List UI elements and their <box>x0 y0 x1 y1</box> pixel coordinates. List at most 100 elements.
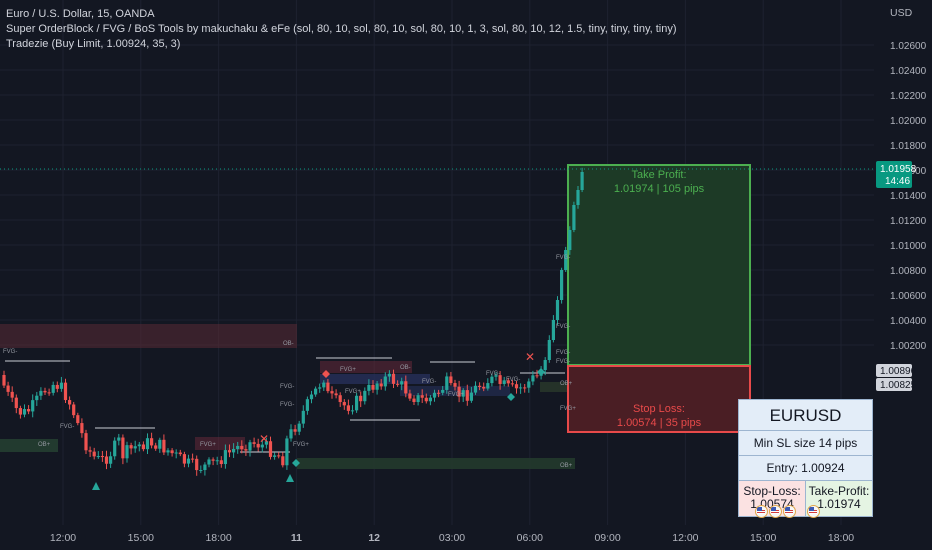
candle <box>162 434 166 456</box>
take-profit-zone[interactable]: Take Profit: 1.01974 | 105 pips <box>567 164 751 366</box>
fvg-label: FVG- <box>486 371 500 377</box>
stop-loss-zone[interactable]: Stop Loss: 1.00574 | 35 pips <box>567 365 751 433</box>
candle <box>547 335 551 363</box>
strategy-title[interactable]: Tradezie (Buy Limit, 1.00924, 35, 3) <box>6 38 181 50</box>
candle <box>400 377 404 391</box>
candle <box>543 357 547 376</box>
current-price-tag <box>876 161 912 188</box>
candle <box>551 315 555 343</box>
candle <box>207 457 211 468</box>
indicator-title[interactable]: Super OrderBlock / FVG / BoS Tools by ma… <box>6 23 677 35</box>
candle <box>326 379 330 394</box>
candle <box>514 380 519 394</box>
candle <box>137 441 141 452</box>
candle <box>363 387 367 405</box>
candle <box>150 432 154 449</box>
candle <box>277 452 281 459</box>
candle <box>121 434 125 465</box>
candle <box>273 452 277 460</box>
candle <box>359 391 363 408</box>
candle <box>309 390 314 404</box>
candle <box>375 380 379 395</box>
candle <box>72 401 76 419</box>
candle <box>506 377 510 387</box>
time-axis[interactable]: 12:00 15:00 18:00 11 12 03:00 06:00 09:00 12:00 1… <box>50 532 854 544</box>
symbol-title[interactable]: Euro / U.S. Dollar, 15, OANDA <box>6 8 155 20</box>
candle <box>84 429 88 455</box>
candle <box>408 389 412 401</box>
time-tick-label: 18:00 <box>205 532 231 544</box>
candle <box>379 379 383 390</box>
candle <box>195 455 199 476</box>
panel-min-sl: Min SL size 14 pips <box>739 431 872 456</box>
event-flags[interactable] <box>807 505 820 518</box>
candle <box>10 386 14 402</box>
candle <box>293 424 297 436</box>
candle <box>39 387 43 400</box>
price-tick-label: 1.01400 <box>890 191 927 202</box>
chart-legend: Euro / U.S. Dollar, 15, OANDA Super Orde… <box>6 7 677 52</box>
candle <box>6 381 10 396</box>
candle <box>22 404 27 418</box>
candle <box>43 387 47 396</box>
candle <box>334 389 338 399</box>
event-flags[interactable] <box>755 505 796 518</box>
fvg-label: FVG- <box>556 324 570 330</box>
candle <box>314 386 318 397</box>
candle <box>236 441 240 454</box>
price-axis[interactable]: USD 1.02600 1.02400 1.02200 1.02000 1.01800 1… <box>876 7 927 391</box>
order-block-bullish-left <box>0 439 58 452</box>
take-profit-label: Take Profit: <box>631 169 686 181</box>
candle <box>2 370 6 389</box>
panel-entry: Entry: 1.00924 <box>739 456 872 481</box>
fvg-label: FVG- <box>556 350 570 356</box>
price-tick-label: 1.02200 <box>890 91 927 102</box>
candle <box>289 424 293 442</box>
candle <box>252 437 256 448</box>
candlestick-series[interactable] <box>2 167 584 476</box>
candle <box>560 267 564 304</box>
us-flag-icon[interactable] <box>807 505 820 518</box>
candle <box>576 186 580 209</box>
candle <box>27 405 31 415</box>
candle <box>523 384 527 393</box>
indicator-labels: FVG- FVG- OB+ OB- FVG- FVG- FVG+ FVG+ FV… <box>3 255 576 469</box>
candle <box>461 388 465 403</box>
price-tick-label: 1.00600 <box>890 291 927 302</box>
ob-bearish-box-2 <box>320 361 412 373</box>
candle <box>568 226 572 255</box>
candle <box>211 457 215 466</box>
candle <box>387 370 391 382</box>
cross-icon: ✕ <box>525 350 535 364</box>
price-tick-label: 1.00400 <box>890 316 927 327</box>
time-tick-label: 06:00 <box>517 532 543 544</box>
candle <box>396 380 400 387</box>
stop-loss-label: Stop Loss: <box>633 403 685 415</box>
price-marker-b <box>876 378 912 391</box>
candle <box>502 376 506 387</box>
candle <box>244 444 248 456</box>
candle <box>535 369 539 379</box>
candle <box>199 465 203 474</box>
candle <box>240 440 244 454</box>
candle <box>117 433 121 446</box>
candle <box>35 391 39 406</box>
candle <box>449 371 453 386</box>
us-flag-icon[interactable] <box>769 505 782 518</box>
candle <box>445 372 449 394</box>
candle <box>100 450 104 462</box>
us-flag-icon[interactable] <box>755 505 768 518</box>
price-tick-label: 1.00800 <box>890 266 927 277</box>
us-flag-icon[interactable] <box>783 505 796 518</box>
candle <box>580 167 584 193</box>
fvg-label: FVG+ <box>293 442 309 448</box>
candle <box>428 394 432 406</box>
price-tick-label: 1.01000 <box>890 241 927 252</box>
candle <box>478 382 482 391</box>
candle <box>63 378 68 403</box>
candle <box>469 386 473 403</box>
candle <box>404 375 408 398</box>
take-profit-value: 1.01974 | 105 pips <box>614 183 705 195</box>
candle <box>92 447 96 460</box>
zone-boxes <box>0 324 575 469</box>
